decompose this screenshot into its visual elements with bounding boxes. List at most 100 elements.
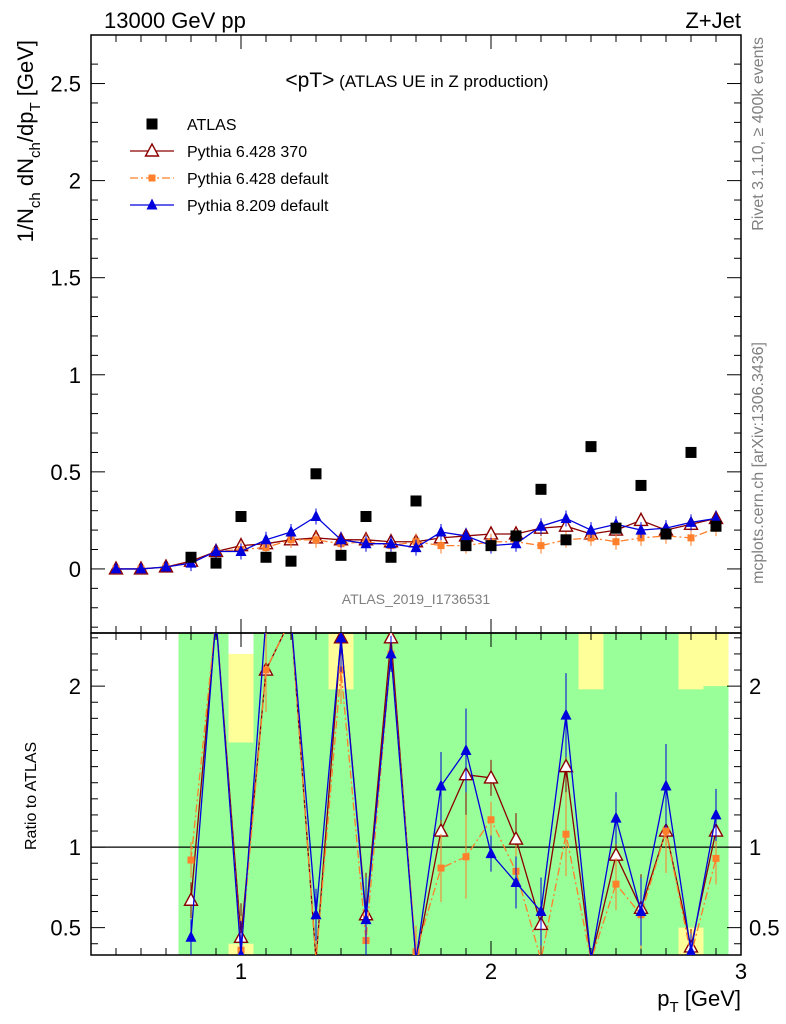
legend-entry: Pythia 6.428 370 xyxy=(130,142,307,161)
ratio-series-pythia-8-209-default xyxy=(185,633,722,955)
data-point xyxy=(685,446,697,458)
data-point xyxy=(585,441,597,453)
data-point xyxy=(310,510,322,522)
data-point xyxy=(260,551,272,563)
x-axis-label: pT [GeV] xyxy=(657,986,741,1016)
data-point xyxy=(335,533,347,545)
ratio-y-tick-label-left: 0.5 xyxy=(50,916,81,941)
legend: ATLAS Pythia 6.428 370 Pythia 6.428 defaul… xyxy=(130,117,329,215)
y-label-part: ch xyxy=(27,142,44,158)
ratio-point xyxy=(237,948,245,955)
y-label-part: /dp xyxy=(13,112,38,143)
data-point xyxy=(537,542,545,550)
legend-marker xyxy=(146,198,158,210)
data-point xyxy=(710,520,722,532)
data-point xyxy=(610,522,622,534)
main-y-axis-label: 1/Nch dNch/dpT [GeV] xyxy=(13,40,44,242)
data-point xyxy=(210,557,222,569)
data-point xyxy=(385,537,397,549)
ratio-point xyxy=(185,930,197,942)
x-tick-label: 1 xyxy=(235,959,247,984)
ratio-point xyxy=(535,905,547,917)
data-point xyxy=(560,534,572,546)
data-point xyxy=(410,541,422,553)
legend-label: ATLAS xyxy=(187,117,237,134)
plot-title-sub: (ATLAS UE in Z production) xyxy=(334,72,548,91)
y-tick-label: 0.5 xyxy=(50,460,81,485)
rivet-side-label: Rivet 3.1.10, ≥ 400k events xyxy=(750,37,767,231)
ratio-point xyxy=(460,744,472,756)
data-point xyxy=(360,537,372,549)
ratio-axis-ticks: 0.5 0.5 1 1 2 2 1 2 3 xyxy=(50,633,780,984)
ratio-point xyxy=(508,830,524,845)
ratio-series-layer xyxy=(183,633,724,955)
legend-entry: Pythia 8.209 default xyxy=(130,198,329,215)
legend-marker xyxy=(146,118,158,130)
legend-label: Pythia 6.428 370 xyxy=(187,144,307,161)
data-point xyxy=(635,479,647,491)
x-label-part: T xyxy=(669,999,678,1016)
ratio-point xyxy=(662,827,670,835)
y-label-part: ch xyxy=(27,192,44,208)
ratio-point xyxy=(710,808,722,820)
ratio-point xyxy=(487,816,495,824)
legend-marker xyxy=(148,174,156,182)
plot-title: <pT> (ATLAS UE in Z production) xyxy=(285,69,548,92)
data-point xyxy=(160,560,172,572)
data-point xyxy=(360,511,372,523)
data-point xyxy=(485,540,497,552)
data-point xyxy=(685,515,697,527)
ratio-point xyxy=(485,847,497,859)
ratio-y-tick-label-right: 0.5 xyxy=(749,916,780,941)
plot-title-main: <pT> xyxy=(285,69,334,92)
y-label-part: 1/N xyxy=(13,208,38,242)
mcplots-side-label: mcplots.cern.ch [arXiv:1306.3436] xyxy=(750,342,767,584)
data-point xyxy=(660,528,672,540)
legend-entry: Pythia 6.428 default xyxy=(130,171,329,188)
green-band xyxy=(278,633,304,955)
y-tick-label: 0 xyxy=(69,557,81,582)
y-tick-label: 2.5 xyxy=(50,72,81,97)
data-point xyxy=(310,468,322,480)
data-point xyxy=(510,530,522,542)
green-band xyxy=(203,633,229,955)
data-point xyxy=(560,511,572,523)
ratio-uncertainty-bands xyxy=(91,633,741,955)
ratio-point xyxy=(712,854,720,862)
data-point xyxy=(460,540,472,552)
ratio-point xyxy=(412,948,420,955)
data-point xyxy=(285,555,297,567)
ratio-point xyxy=(435,779,447,791)
ratio-point xyxy=(686,945,696,955)
ratio-point xyxy=(660,779,672,791)
main-series-layer xyxy=(108,441,724,575)
legend-marker xyxy=(144,142,160,157)
data-point xyxy=(235,511,247,523)
ratio-point xyxy=(437,864,445,872)
x-tick-label: 2 xyxy=(485,959,497,984)
y-tick-label: 1 xyxy=(69,363,81,388)
data-point xyxy=(260,533,272,545)
x-label-part: p xyxy=(657,986,669,1011)
data-point xyxy=(410,495,422,507)
header-right: Z+Jet xyxy=(685,8,741,33)
x-label-part: [GeV] xyxy=(679,986,741,1011)
data-point xyxy=(535,483,547,495)
data-point xyxy=(110,562,122,574)
y-label-part: [GeV] xyxy=(13,40,38,102)
data-point xyxy=(612,538,620,546)
analysis-watermark: ATLAS_2019_I1736531 xyxy=(342,591,491,607)
ratio-point xyxy=(360,913,372,925)
ratio-point xyxy=(558,758,574,773)
data-point xyxy=(437,542,445,550)
data-point xyxy=(510,537,522,549)
green-band xyxy=(678,689,704,928)
data-point xyxy=(435,525,447,537)
series-pythia-8-209-default xyxy=(110,508,722,574)
data-point xyxy=(285,525,297,537)
data-point xyxy=(385,551,397,563)
legend-entry: ATLAS xyxy=(146,117,237,134)
ratio-point xyxy=(335,633,347,643)
data-point xyxy=(635,523,647,535)
